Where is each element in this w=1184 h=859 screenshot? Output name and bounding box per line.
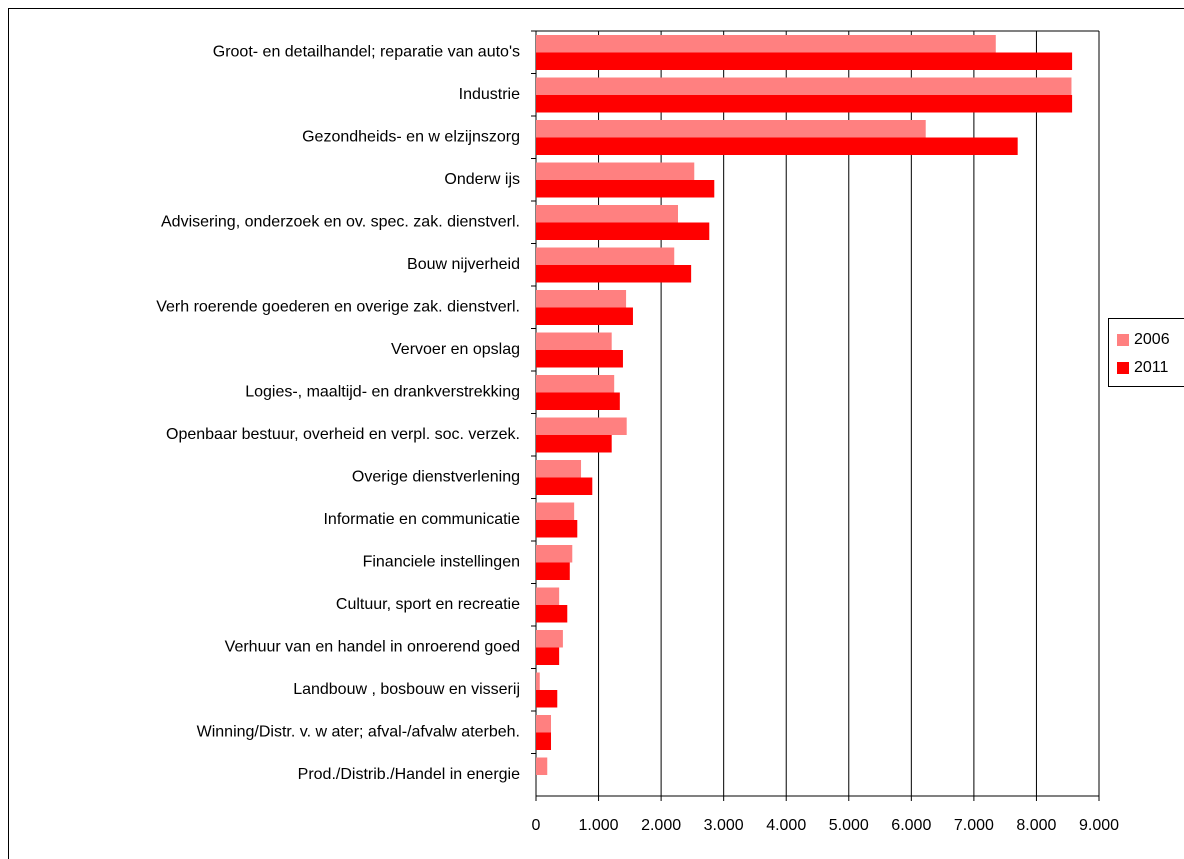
bar (536, 502, 575, 520)
x-tick-label: 4.000 (766, 817, 806, 834)
x-tick-label: 5.000 (829, 817, 869, 834)
bar (536, 332, 612, 350)
y-tick-label: Winning/Distr. v. w ater; afval-/afvalw … (197, 723, 520, 740)
y-tick-label: Financiele instellingen (363, 553, 520, 570)
bar (536, 137, 1018, 155)
bar (536, 392, 620, 410)
bar (536, 715, 552, 733)
legend-label: 2011 (1134, 359, 1169, 376)
bar (536, 290, 627, 308)
y-tick-label: Cultuur, sport en recreatie (336, 596, 520, 613)
bar (536, 605, 568, 623)
bar (536, 460, 582, 478)
bar (536, 350, 623, 368)
legend-swatch (1117, 362, 1129, 374)
y-tick-label: Onderw ijs (444, 171, 520, 188)
bar (536, 545, 573, 563)
y-tick-label: Bouw nijverheid (407, 256, 520, 273)
bar (536, 180, 715, 198)
plot-area (536, 31, 1099, 796)
bar (536, 520, 578, 538)
bar (536, 52, 1073, 70)
bar (536, 77, 1072, 95)
bar (536, 417, 627, 435)
bar (536, 562, 570, 580)
bar (536, 647, 560, 665)
bar (536, 757, 548, 775)
x-tick-label: 7.000 (954, 817, 994, 834)
y-tick-label: Openbaar bestuur, overheid en verpl. soc… (166, 426, 520, 443)
x-tick-label: 1.000 (579, 817, 619, 834)
y-tick-label: Groot- en detailhandel; reparatie van au… (213, 43, 520, 60)
bar (536, 435, 612, 453)
bar (536, 477, 593, 495)
bar (536, 265, 692, 283)
y-tick-label: Landbouw , bosbouw en visserij (293, 681, 520, 698)
chart-border (8, 8, 1184, 859)
x-tick-label: 8.000 (1016, 817, 1056, 834)
bar (536, 222, 710, 240)
bar (536, 247, 675, 265)
bar (536, 307, 633, 325)
y-tick-label: Informatie en communicatie (323, 511, 520, 528)
x-tick-label: 6.000 (891, 817, 931, 834)
legend-box (1108, 318, 1184, 387)
bar (536, 120, 926, 138)
y-tick-label: Gezondheids- en w elzijnszorg (302, 128, 520, 145)
bar (536, 630, 563, 648)
bar (536, 375, 615, 393)
bar (536, 35, 996, 53)
x-tick-label: 0 (532, 817, 541, 834)
bar (536, 672, 540, 690)
y-tick-label: Advisering, onderzoek en ov. spec. zak. … (161, 213, 520, 230)
x-tick-label: 2.000 (641, 817, 681, 834)
legend-label: 2006 (1134, 331, 1170, 348)
y-tick-label: Verhuur van en handel in onroerend goed (225, 638, 520, 655)
bar (536, 162, 695, 180)
bar (536, 95, 1073, 113)
legend-swatch (1117, 334, 1129, 346)
y-tick-label: Vervoer en opslag (391, 341, 520, 358)
y-tick-label: Logies-, maaltijd- en drankverstrekking (245, 383, 520, 400)
y-tick-label: Prod./Distrib./Handel in energie (298, 766, 520, 783)
bar (536, 732, 552, 750)
bar (536, 690, 558, 708)
y-tick-label: Industrie (459, 86, 520, 103)
x-tick-label: 3.000 (704, 817, 744, 834)
bar (536, 205, 679, 223)
y-tick-label: Overige dienstverlening (352, 468, 520, 485)
y-tick-label: Verh roerende goederen en overige zak. d… (156, 298, 520, 315)
bar (536, 587, 560, 605)
x-tick-label: 9.000 (1079, 817, 1119, 834)
